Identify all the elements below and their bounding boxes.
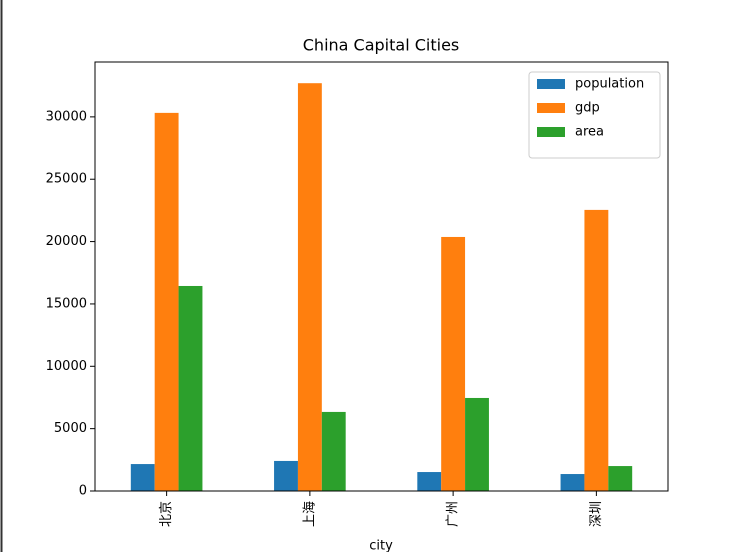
bar	[321, 411, 346, 491]
legend-swatch	[537, 127, 565, 137]
bar	[130, 464, 155, 491]
y-tick-label: 0	[79, 484, 87, 499]
x-tick-label: 广州	[446, 501, 461, 527]
bar	[441, 236, 466, 491]
x-tick-label: 深圳	[589, 501, 604, 527]
bar	[417, 472, 442, 491]
legend-label: gdp	[575, 101, 600, 116]
x-tick-label: 上海	[302, 501, 317, 527]
legend-swatch	[537, 103, 565, 113]
y-tick-label: 20000	[46, 234, 87, 249]
bar	[297, 83, 322, 491]
bar	[584, 209, 609, 492]
y-tick-label: 25000	[46, 172, 87, 187]
plot-frame	[94, 61, 669, 492]
y-tick-label: 5000	[54, 421, 87, 436]
bar	[608, 466, 633, 491]
bar	[560, 474, 585, 491]
y-tick-label: 15000	[46, 296, 87, 311]
legend-label: population	[575, 77, 644, 92]
y-tick-label: 10000	[46, 359, 87, 374]
x-axis-label: city	[369, 539, 393, 552]
y-tick-label: 30000	[46, 109, 87, 124]
chart-title: China Capital Cities	[303, 36, 460, 55]
x-tick-label: 北京	[159, 501, 174, 527]
legend-label: area	[575, 125, 604, 140]
bar	[465, 397, 489, 491]
bar	[178, 285, 203, 491]
bar	[154, 112, 179, 491]
bar	[274, 460, 298, 491]
legend-swatch	[537, 79, 565, 89]
